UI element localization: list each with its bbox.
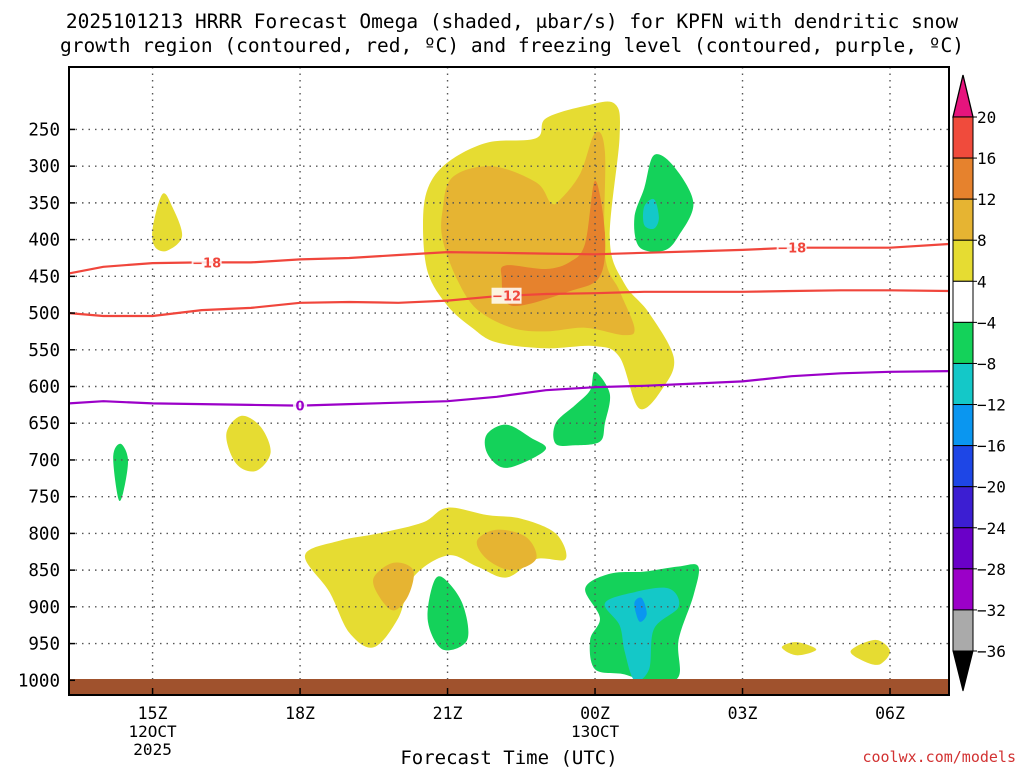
colorbar-label-0: 20 [977,108,996,127]
x-tick-label-06Z: 06Z [875,704,905,723]
colorbar-label-2: 12 [977,190,996,209]
credit-text: coolwx.com/models [862,748,1016,766]
contour-label-bg--18C-1 [776,239,807,256]
x-tick-label-03Z: 03Z [728,704,758,723]
y-tick-label-750: 750 [28,488,60,508]
colorbar-bin-16-20 [952,116,974,159]
contour-label--12C-0: −12 [492,290,521,305]
colorbar-label-4: 4 [977,272,987,291]
contour-label-bg--18C-0 [191,254,222,271]
colorbar-label-5: −4 [977,313,996,332]
colorbar-label-12: −32 [977,601,1006,620]
temperature-contours: −18 −18 −12 0 [68,239,950,415]
gridlines [69,67,949,695]
colorbar-bin-12-16 [952,157,974,200]
colorbar-bin--16--12 [952,404,974,447]
contour-label-bg--12C-0 [491,287,522,304]
y-tick-label-500: 500 [28,304,60,324]
y-tick-label-850: 850 [28,561,60,581]
colorbar-bin--4-4 [952,280,974,323]
colorbar-bin--8--4 [952,321,974,364]
y-tick-label-600: 600 [28,378,60,398]
colorbar-bin--32--28 [952,568,974,611]
colorbar-bin-8-12 [952,198,974,241]
colorbar-label-10: −24 [977,519,1006,538]
contour-label-bg-0C-0 [293,397,308,414]
y-tick-label-250: 250 [28,120,60,140]
colorbar-bin--20--16 [952,445,974,488]
contour-label--18C-1: −18 [777,242,806,257]
colorbar-bin--28--24 [952,527,974,570]
shaded-downdraft-left [113,443,129,501]
x-tick-label-21Z: 21Z [433,704,463,723]
chart-title-line2: growth region (contoured, red, ºC) and f… [60,34,964,57]
y-tick-label-350: 350 [28,194,60,214]
y-tick-label-1000: 1000 [18,671,60,691]
shaded-downdraft-mid-a [484,424,547,468]
omega-shading [113,101,891,685]
contour-0C [68,370,950,407]
x-tick-year-15Z: 2025 [133,740,172,759]
colorbar-label-6: −8 [977,354,996,373]
colorbar-bin--12--8 [952,362,974,406]
shaded-downdraft-mid-b [553,371,611,447]
shaded-updraft-upper-left [152,193,183,252]
colorbar-bottom-arrow [952,650,974,692]
y-axis: 250 300 350 400 450 500 550 600 650 700 750 800 850 9… [18,120,75,691]
y-tick-label-450: 450 [28,267,60,287]
colorbar: 20 16 12 8 4 −4 −8 −12 −16 −20 −24 −28 −32 −36 [952,74,1006,692]
contour-label-0C-0: 0 [296,400,305,415]
x-axis-title: Forecast Time (UTC) [400,747,617,768]
colorbar-label-8: −16 [977,437,1006,456]
shaded-downdraft-upper-core [643,198,659,230]
shaded-updraft-low-belt-8to12a [373,562,414,611]
colorbar-bin--36--32 [952,609,974,652]
shaded-updraft-mid-left [226,415,271,472]
contour-label--18C-0: −18 [192,256,221,271]
y-tick-label-400: 400 [28,231,60,251]
y-tick-label-650: 650 [28,414,60,434]
colorbar-label-3: 8 [977,231,987,250]
colorbar-label-9: −20 [977,478,1006,497]
shaded-updraft-low-belt-8to12b [476,529,537,571]
plot-frame [68,66,950,696]
y-tick-label-550: 550 [28,341,60,361]
x-tick-label-00Z: 00Z [580,704,610,723]
shaded-downdraft-low-core [604,587,680,682]
y-tick-label-300: 300 [28,157,60,177]
chart-title-line1: 2025101213 HRRR Forecast Omega (shaded, … [66,10,958,33]
x-tick-date-00Z: 13OCT [571,722,620,741]
shaded-updraft-main-12to16 [500,180,606,307]
y-tick-label-800: 800 [28,524,60,544]
x-tick-label-15Z: 15Z [138,704,168,723]
shaded-downdraft-low-core2 [634,597,647,622]
y-tick-label-950: 950 [28,635,60,655]
y-tick-label-900: 900 [28,598,60,618]
x-tick-label-18Z: 18Z [285,704,315,723]
x-tick-date-15Z: 12OCT [128,722,177,741]
colorbar-bin-4-8 [952,239,974,282]
ground-surface [69,679,949,695]
colorbar-label-11: −28 [977,560,1006,579]
colorbar-bin--24--20 [952,486,974,529]
y-tick-label-700: 700 [28,451,60,471]
shaded-updraft-far-right-a [781,642,817,656]
shaded-updraft-far-right-b [850,639,891,665]
colorbar-label-7: −12 [977,396,1006,415]
colorbar-label-13: −36 [977,642,1006,661]
colorbar-label-1: 16 [977,149,996,168]
